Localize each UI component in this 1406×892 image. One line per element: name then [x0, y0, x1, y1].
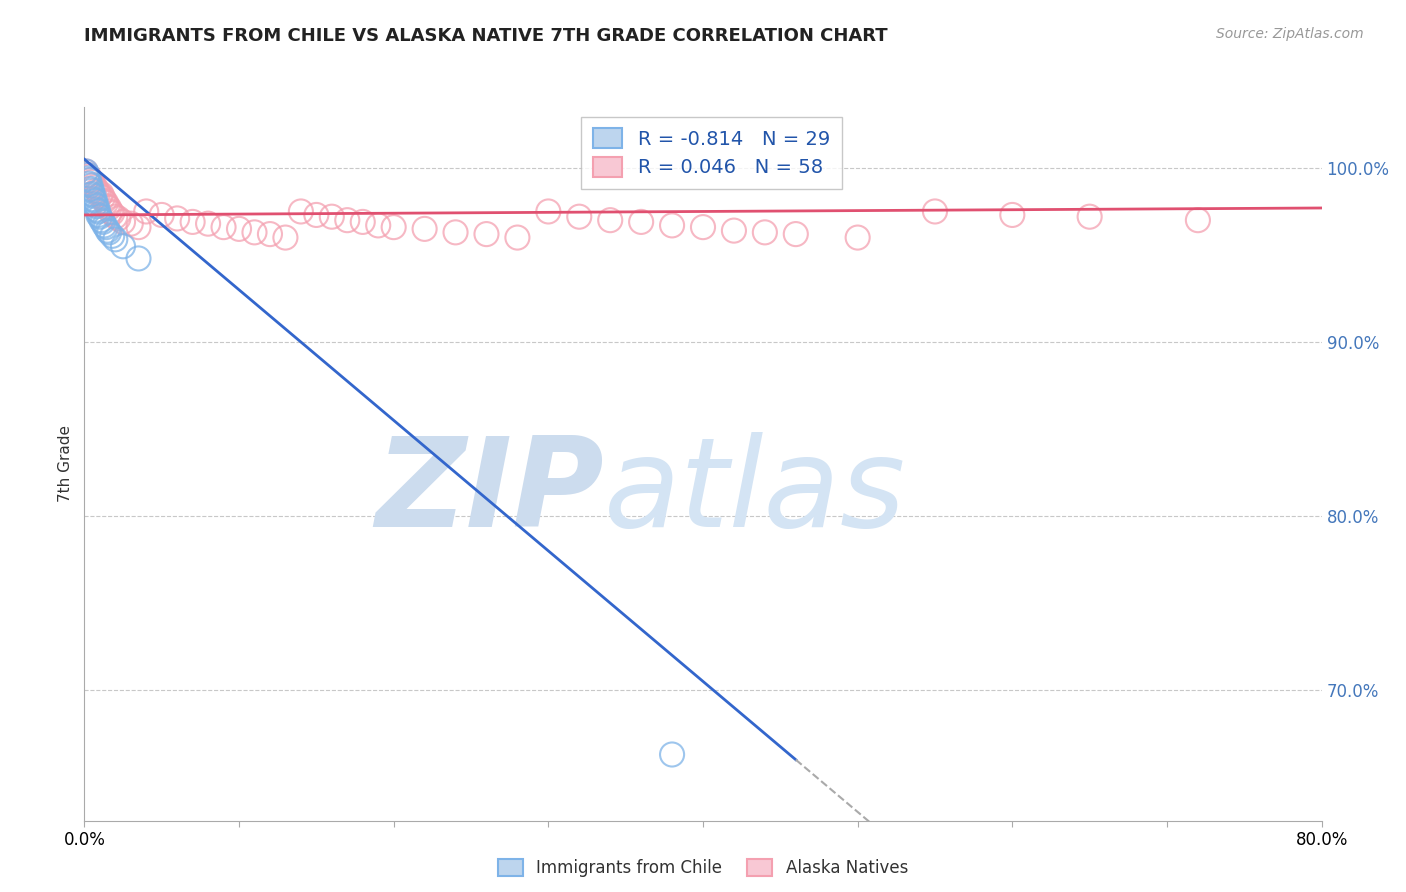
- Point: [599, 213, 621, 227]
- Point: [166, 211, 188, 226]
- Point: [87, 208, 110, 222]
- Point: [101, 228, 124, 243]
- Point: [79, 182, 101, 196]
- Point: [112, 215, 135, 229]
- Point: [444, 225, 467, 239]
- Point: [367, 219, 389, 233]
- Point: [104, 232, 127, 246]
- Point: [107, 211, 129, 226]
- Point: [97, 224, 120, 238]
- Point: [197, 217, 219, 231]
- Point: [228, 222, 250, 236]
- Point: [82, 187, 104, 202]
- Point: [128, 220, 150, 235]
- Point: [86, 184, 108, 198]
- Point: [785, 227, 807, 241]
- Point: [75, 164, 97, 178]
- Point: [94, 195, 117, 210]
- Point: [94, 220, 117, 235]
- Point: [100, 204, 122, 219]
- Point: [661, 747, 683, 762]
- Point: [290, 204, 312, 219]
- Point: [84, 197, 107, 211]
- Point: [76, 168, 98, 182]
- Point: [91, 190, 114, 204]
- Point: [150, 208, 173, 222]
- Point: [84, 180, 107, 194]
- Point: [77, 177, 100, 191]
- Point: [1001, 208, 1024, 222]
- Point: [93, 219, 115, 233]
- Point: [90, 187, 112, 202]
- Legend: Immigrants from Chile, Alaska Natives: Immigrants from Chile, Alaska Natives: [491, 852, 915, 884]
- Point: [87, 186, 110, 200]
- Text: IMMIGRANTS FROM CHILE VS ALASKA NATIVE 7TH GRADE CORRELATION CHART: IMMIGRANTS FROM CHILE VS ALASKA NATIVE 7…: [84, 27, 889, 45]
- Text: ZIP: ZIP: [375, 432, 605, 553]
- Point: [79, 173, 101, 187]
- Point: [274, 230, 297, 244]
- Text: Source: ZipAtlas.com: Source: ZipAtlas.com: [1216, 27, 1364, 41]
- Point: [924, 204, 946, 219]
- Point: [321, 210, 343, 224]
- Point: [97, 199, 120, 213]
- Point: [75, 164, 97, 178]
- Point: [1078, 210, 1101, 224]
- Point: [93, 194, 115, 208]
- Point: [305, 208, 328, 222]
- Point: [86, 202, 108, 217]
- Point: [413, 222, 436, 236]
- Point: [661, 219, 683, 233]
- Point: [83, 192, 105, 206]
- Point: [568, 210, 591, 224]
- Point: [82, 175, 104, 189]
- Point: [83, 178, 105, 193]
- Point: [79, 178, 101, 193]
- Point: [212, 220, 235, 235]
- Point: [98, 201, 121, 215]
- Point: [77, 169, 100, 184]
- Point: [101, 206, 124, 220]
- Y-axis label: 7th Grade: 7th Grade: [58, 425, 73, 502]
- Point: [82, 184, 104, 198]
- Point: [86, 199, 108, 213]
- Point: [537, 204, 560, 219]
- Point: [846, 230, 869, 244]
- Point: [692, 220, 714, 235]
- Point: [91, 215, 114, 229]
- Point: [89, 210, 111, 224]
- Point: [259, 227, 281, 241]
- Point: [98, 225, 121, 239]
- Point: [77, 173, 100, 187]
- Point: [76, 171, 98, 186]
- Point: [128, 252, 150, 266]
- Point: [84, 194, 107, 208]
- Point: [723, 224, 745, 238]
- Point: [352, 215, 374, 229]
- Point: [90, 213, 112, 227]
- Point: [382, 220, 405, 235]
- Point: [83, 189, 105, 203]
- Point: [1187, 213, 1209, 227]
- Point: [104, 210, 127, 224]
- Point: [89, 189, 111, 203]
- Point: [475, 227, 498, 241]
- Point: [243, 225, 266, 239]
- Point: [135, 204, 157, 219]
- Point: [506, 230, 529, 244]
- Point: [754, 225, 776, 239]
- Point: [336, 213, 359, 227]
- Text: atlas: atlas: [605, 432, 905, 553]
- Point: [181, 215, 204, 229]
- Point: [87, 204, 110, 219]
- Point: [120, 217, 142, 231]
- Point: [630, 215, 652, 229]
- Point: [112, 239, 135, 253]
- Point: [76, 168, 98, 182]
